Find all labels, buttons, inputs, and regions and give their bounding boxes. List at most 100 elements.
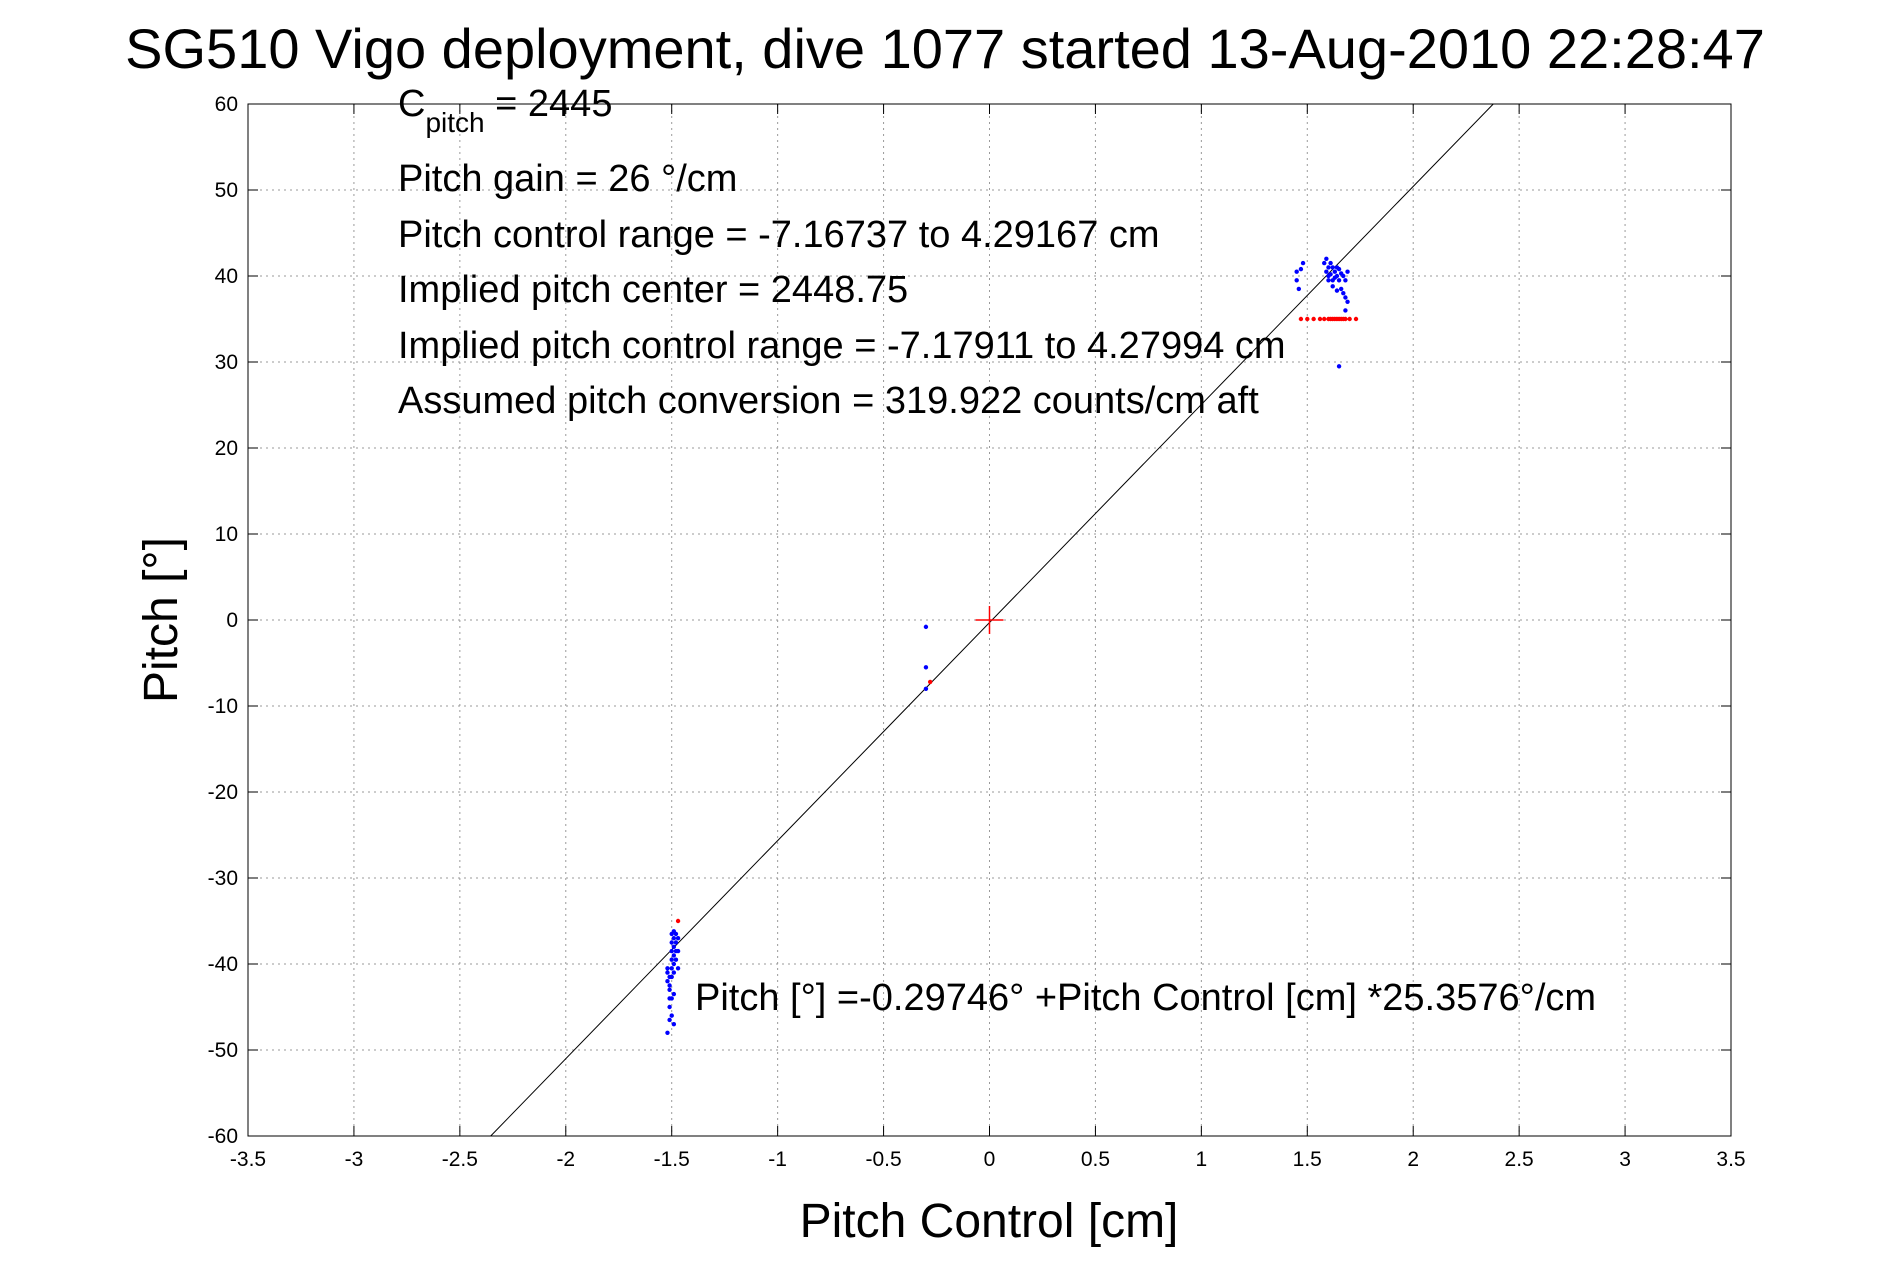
data-point [669,996,674,1001]
y-tick-label: -10 [208,695,238,718]
data-point [1353,316,1359,322]
data-point [1345,299,1350,304]
data-point [1347,316,1352,322]
data-point [1300,260,1306,266]
y-tick-label: 40 [215,265,238,288]
data-point [667,1017,672,1023]
data-point [1343,278,1348,283]
pitch-gain-annotation: Pitch gain = 26 °/cm [398,158,737,200]
x-tick-label: -2 [556,1148,575,1171]
x-tick-label: 2 [1407,1148,1419,1171]
data-point [669,948,674,954]
data-point [671,961,677,967]
x-tick-label: 2.5 [1505,1148,1534,1171]
data-point [1334,288,1340,293]
y-axis-label: Pitch [°] [135,537,188,703]
y-tick-label: 60 [215,93,238,116]
data-point [675,918,681,924]
x-tick-label: -1 [768,1148,787,1171]
y-tick-label: -20 [208,781,238,804]
y-tick-label: 50 [215,179,238,202]
data-point [671,953,677,958]
data-point [1324,256,1329,261]
y-tick-label: -50 [208,1039,238,1062]
y-tick-label: 30 [215,351,238,374]
data-point [1345,269,1350,274]
data-point [1343,308,1348,313]
data-point [671,944,677,949]
data-point [665,966,670,971]
implied-center-annotation: Implied pitch center = 2448.75 [398,269,908,311]
chart-title: SG510 Vigo deployment, dive 1077 started… [125,17,1765,80]
data-point [671,936,677,941]
c-pitch-annotation: Cpitch = 2445 [398,83,612,138]
x-tick-label: 0 [984,1148,996,1171]
annotation-block: Cpitch = 2445 Pitch gain = 26 °/cm Pitch… [398,83,1596,1019]
data-point [1311,316,1316,322]
x-tick-label: -1.5 [654,1148,690,1171]
data-point [1322,316,1327,322]
grid-layer [248,104,1731,1136]
y-tick-label: 0 [226,609,238,632]
data-point [1296,286,1302,292]
data-point [671,1021,677,1027]
y-tick-label: -60 [208,1125,238,1148]
data-point [1341,273,1346,279]
data-point [673,940,679,945]
x-tick-label: -2.5 [442,1148,478,1171]
tick-layer: -3.5 -3 -2.5 -2 -1.5 -1 -0.5 0 0.5 1 1.5 2 2.5 3 3.5 -6… [208,93,1746,1171]
data-point [1336,364,1342,369]
x-tick-label: 1 [1196,1148,1208,1171]
data-point [667,1004,672,1010]
data-point [1334,273,1340,279]
data-point [669,940,674,945]
x-tick-label: 1.5 [1293,1148,1322,1171]
data-point [1330,284,1335,289]
pitch-control-range-annotation: Pitch control range = -7.16737 to 4.2916… [398,214,1160,256]
data-point [665,970,670,975]
data-point [665,1030,670,1036]
assumed-conversion-annotation: Assumed pitch conversion = 319.922 count… [398,380,1259,422]
data-point [1322,260,1327,266]
y-tick-label: -40 [208,953,238,976]
data-point [669,957,674,962]
data-point [673,931,679,937]
data-point [673,957,679,962]
data-point [1298,266,1304,272]
data-point [923,686,929,691]
c-pitch-subscript: pitch [425,107,484,138]
data-point [1328,272,1333,277]
data-point [1326,278,1331,283]
x-axis-label: Pitch Control [cm] [800,1195,1179,1248]
data-point [675,936,681,941]
c-pitch-base: C [398,83,425,125]
c-pitch-value: = 2445 [485,83,613,125]
data-point [669,1013,674,1018]
data-point [1326,265,1331,270]
data-point [1298,316,1304,322]
x-tick-label: 3 [1619,1148,1631,1171]
data-point [1328,260,1333,266]
y-tick-label: -30 [208,867,238,890]
data-point [667,987,672,992]
data-point [1336,278,1342,283]
data-point [1338,286,1344,292]
fit-equation-annotation: Pitch [°] =-0.29746° +Pitch Control [cm]… [695,977,1596,1019]
x-tick-label: 3.5 [1716,1148,1745,1171]
data-point [675,966,681,971]
x-tick-label: -3 [345,1148,364,1171]
data-point [927,679,933,685]
data-point [671,991,677,997]
y-tick-label: 20 [215,437,238,460]
data-point [1294,269,1299,274]
data-point [669,966,674,971]
y-tick-label: 10 [215,523,238,546]
data-point [923,624,929,630]
data-point [667,983,672,988]
data-point [1305,316,1310,322]
data-point [1294,278,1299,283]
data-point [1343,316,1348,322]
data-point [1343,295,1348,300]
